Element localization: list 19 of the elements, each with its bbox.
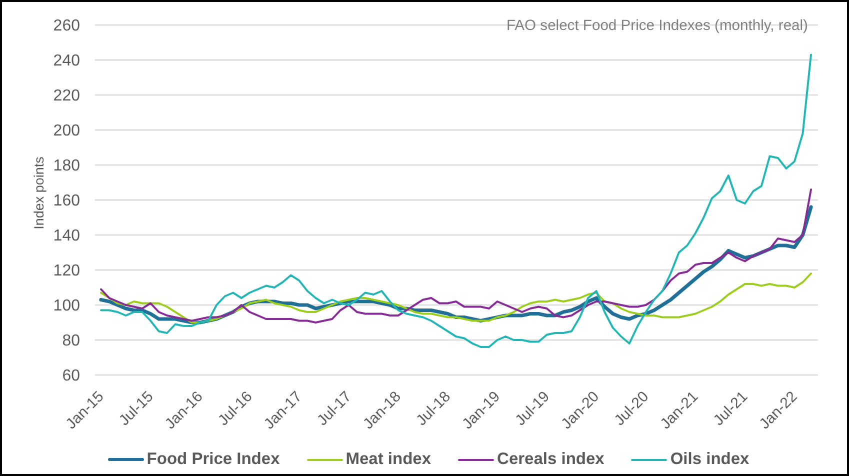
legend-label: Meat index	[346, 450, 432, 469]
y-tick-label: 140	[53, 228, 80, 244]
line-series	[100, 272, 812, 324]
line-series	[100, 54, 812, 348]
y-axis-title: Index points	[32, 156, 46, 230]
y-tick-label: 200	[53, 122, 80, 140]
legend-label: Food Price Index	[146, 450, 280, 469]
y-tick-label: 160	[53, 192, 80, 210]
y-tick-label: 260	[53, 18, 80, 34]
chart-title: FAO select Food Price Indexes (monthly, real)	[506, 18, 808, 34]
y-tick-label: 240	[53, 52, 80, 70]
legend-label: Oils index	[670, 450, 750, 469]
y-tick-label: 60	[62, 368, 80, 384]
y-tick-label: 120	[53, 262, 80, 280]
y-tick-label: 100	[53, 298, 80, 314]
legend-label: Cereals index	[497, 450, 604, 469]
y-tick-label: 80	[62, 332, 80, 350]
y-tick-label: 180	[53, 158, 80, 174]
y-tick-label: 220	[53, 88, 80, 104]
